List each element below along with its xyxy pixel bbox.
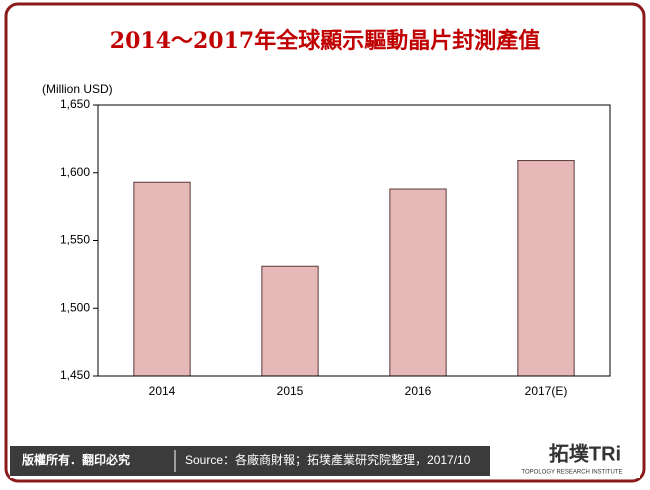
- y-tick-label: 1,450: [60, 368, 90, 382]
- x-tick-label: 2014: [149, 384, 176, 398]
- y-tick-label: 1,550: [60, 233, 90, 247]
- y-tick-label: 1,500: [60, 300, 90, 314]
- plot-frame: [97, 104, 611, 377]
- source: Source：各廠商財報；拓墣產業研究院整理，2017/10: [185, 452, 471, 467]
- y-tick-label: 1,650: [60, 97, 90, 111]
- copyright: 版權所有．翻印必究: [22, 452, 130, 467]
- bar: [517, 160, 575, 377]
- x-tick-label: 2017(E): [525, 384, 568, 398]
- logo: 拓墣TRi: [549, 442, 621, 465]
- chart-title: 2014～2017年全球顯示驅動晶片封測產值: [110, 28, 540, 54]
- bar: [389, 188, 447, 377]
- bar: [261, 265, 319, 377]
- logo-subtitle: TOPOLOGY RESEARCH INSTITUTE: [521, 470, 622, 476]
- y-tick-label: 1,600: [60, 165, 90, 179]
- bar: [133, 181, 191, 377]
- y-axis-label: (Million USD): [42, 82, 113, 96]
- footer-bar: [10, 446, 490, 476]
- x-tick-label: 2015: [277, 384, 304, 398]
- x-tick-label: 2016: [405, 384, 432, 398]
